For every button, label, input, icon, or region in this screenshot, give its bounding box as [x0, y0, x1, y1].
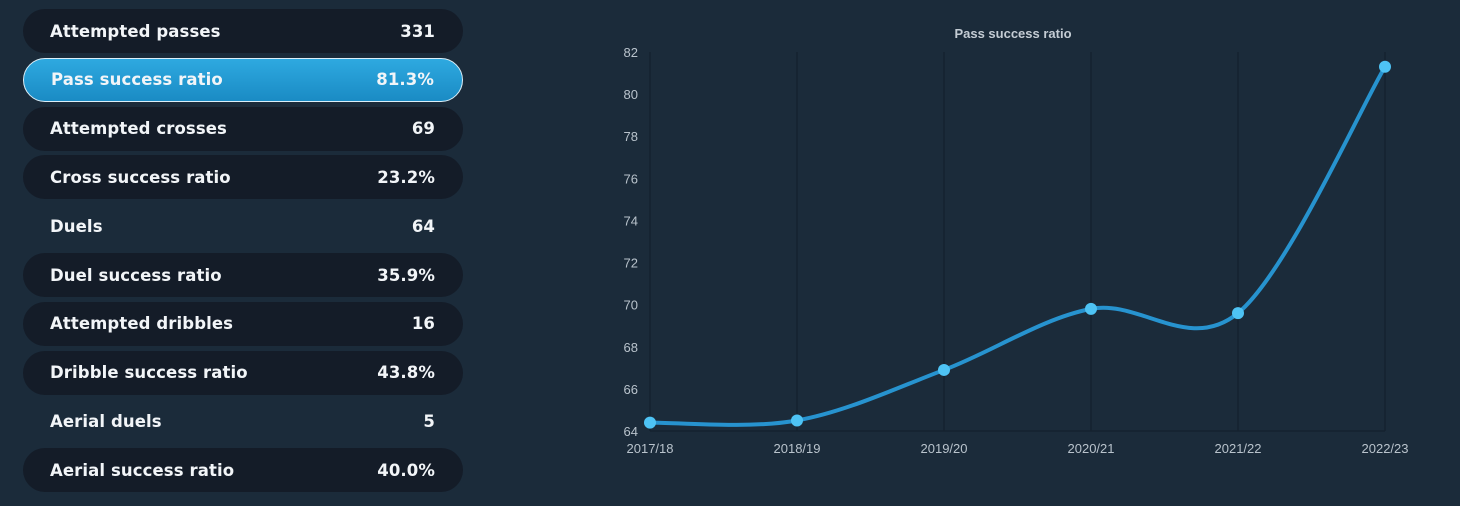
stat-row-aerial-duels[interactable]: Aerial duels 5	[23, 399, 463, 443]
stat-label: Aerial success ratio	[50, 460, 235, 480]
y-tick-label: 78	[624, 129, 638, 144]
pass-success-chart: Pass success ratio 64 66 68 70 72 74 76 78 80 82 …	[560, 0, 1460, 506]
x-tick-label: 2018/19	[774, 441, 821, 456]
stat-label: Attempted passes	[50, 21, 221, 41]
stat-label: Attempted dribbles	[50, 314, 234, 334]
stat-value: 43.8%	[377, 363, 435, 383]
y-tick-label: 64	[624, 424, 638, 439]
stat-row-pass-success-ratio[interactable]: Pass success ratio 81.3%	[23, 57, 463, 102]
stat-value: 16	[411, 314, 435, 334]
stat-label: Attempted crosses	[50, 119, 227, 139]
stat-label: Pass success ratio	[51, 70, 223, 90]
y-tick-label: 74	[624, 213, 638, 228]
series-markers	[644, 60, 1391, 429]
x-tick-label: 2019/20	[921, 441, 968, 456]
y-tick-label: 70	[624, 298, 638, 313]
y-axis-ticks: 64 66 68 70 72 74 76 78 80 82	[624, 45, 638, 439]
stat-label: Cross success ratio	[50, 167, 231, 187]
x-tick-label: 2021/22	[1215, 441, 1262, 456]
stat-row-cross-success-ratio[interactable]: Cross success ratio 23.2%	[23, 155, 463, 200]
data-point[interactable]	[938, 363, 950, 376]
chart-title: Pass success ratio	[954, 26, 1071, 41]
stat-label: Duels	[50, 216, 103, 236]
y-tick-label: 68	[624, 340, 638, 355]
y-tick-label: 80	[624, 87, 638, 102]
stat-row-attempted-dribbles[interactable]: Attempted dribbles 16	[23, 301, 463, 346]
y-tick-label: 66	[624, 382, 638, 397]
stat-row-dribble-success-ratio[interactable]: Dribble success ratio 43.8%	[23, 350, 463, 395]
stat-row-attempted-passes[interactable]: Attempted passes 331	[23, 9, 463, 53]
stat-label: Duel success ratio	[50, 265, 222, 285]
stat-row-attempted-crosses[interactable]: Attempted crosses 69	[23, 106, 463, 151]
stat-row-duels[interactable]: Duels 64	[23, 204, 463, 248]
stat-label: Aerial duels	[50, 411, 162, 431]
data-point[interactable]	[791, 414, 803, 427]
data-point[interactable]	[1379, 60, 1391, 73]
x-tick-label: 2022/23	[1362, 441, 1409, 456]
y-tick-label: 82	[624, 45, 638, 60]
stat-label: Dribble success ratio	[50, 363, 248, 383]
data-point[interactable]	[1232, 307, 1244, 320]
stat-value: 64	[411, 216, 435, 236]
y-tick-label: 72	[624, 256, 638, 271]
line-chart: Pass success ratio 64666870727476788082 …	[624, 26, 1409, 456]
stat-row-duel-success-ratio[interactable]: Duel success ratio 35.9%	[23, 253, 463, 297]
data-point[interactable]	[644, 416, 656, 429]
stat-value: 35.9%	[377, 265, 435, 285]
stat-value: 69	[411, 119, 435, 139]
series-line	[648, 64, 1387, 427]
data-point[interactable]	[1085, 302, 1097, 315]
stat-value: 40.0%	[377, 460, 435, 480]
stat-value: 331	[400, 21, 435, 41]
stat-row-aerial-success-ratio[interactable]: Aerial success ratio 40.0%	[23, 448, 463, 493]
stat-value: 81.3%	[376, 70, 434, 90]
x-axis-ticks: 2017/18 2018/19 2019/20 2020/21 2021/22 2022/…	[627, 441, 1409, 456]
chart-grid	[649, 52, 1386, 432]
stat-value: 23.2%	[377, 167, 435, 187]
x-tick-label: 2017/18	[627, 441, 674, 456]
y-tick-label: 76	[624, 171, 638, 186]
x-tick-label: 2020/21	[1068, 441, 1115, 456]
stat-value: 5	[423, 411, 435, 431]
